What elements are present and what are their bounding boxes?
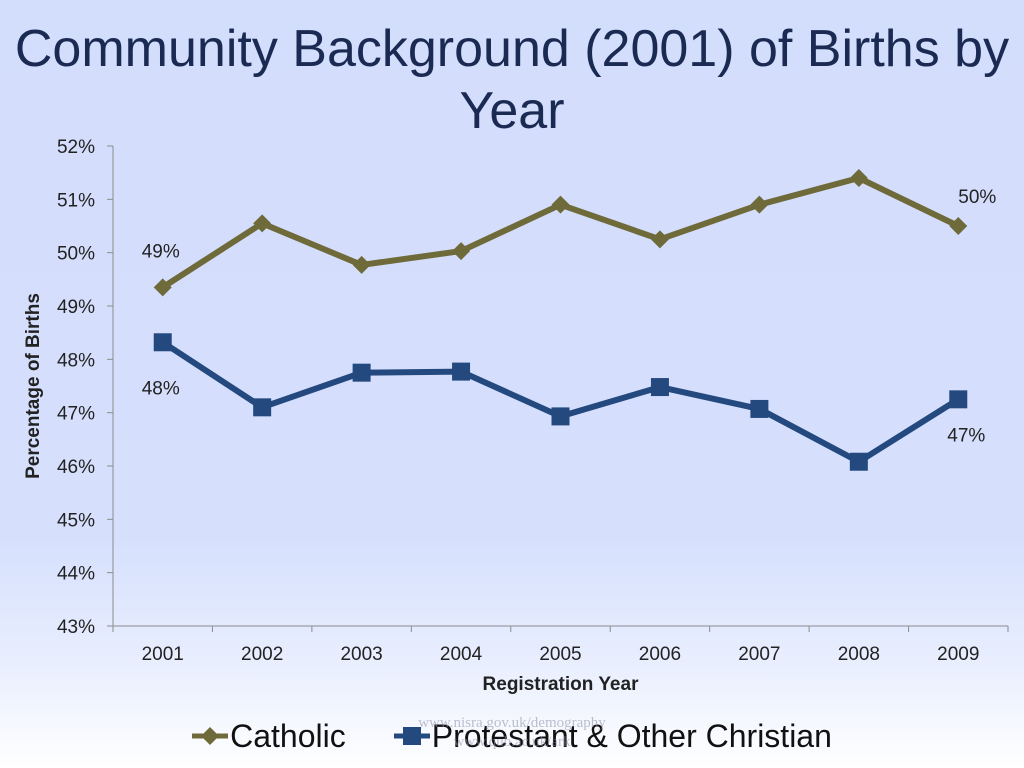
y-tick-label: 51% [57,190,95,211]
protestant-point [750,399,769,418]
catholic-point [352,255,371,274]
y-tick-label: 50% [57,244,95,265]
protestant-point [949,390,968,409]
catholic-diamond-icon [192,727,229,745]
data-label: 50% [958,187,996,208]
x-axis-title: Registration Year [483,674,640,695]
data-label: 48% [142,378,180,399]
y-tick-label: 48% [57,350,95,371]
protestant-point [253,398,272,417]
legend-item-protestant: Protestant & Other Christian [393,717,832,755]
x-tick-label: 2001 [142,644,184,665]
x-tick-label: 2009 [937,644,979,665]
y-axis-title: Percentage of Births [23,293,44,479]
y-tick-label: 46% [57,457,95,478]
legend-label-protestant: Protestant & Other Christian [431,717,832,754]
x-tick-label: 2005 [539,644,581,665]
protestant-point [153,333,172,352]
x-tick-label: 2008 [838,644,880,665]
chart-title: Community Background (2001) of Births by… [14,20,1010,140]
catholic-point [153,278,172,297]
series-line-protestant [161,339,960,465]
y-tick-label: 47% [57,404,95,425]
x-tick-label: 2007 [738,644,780,665]
catholic-point [650,230,669,249]
x-tick-label: 2003 [340,644,382,665]
protestant-point [551,407,570,426]
y-tick-label: 45% [57,510,95,531]
legend-item-catholic: Catholic [192,718,346,755]
data-label: 49% [142,241,180,262]
catholic-point [949,217,968,235]
catholic-point [551,195,570,214]
x-tick-label: 2006 [639,644,681,665]
protestant-point [352,363,371,382]
y-tick-label: 43% [57,617,95,638]
legend-label-catholic: Catholic [230,717,346,754]
protestant-square-icon [393,727,430,745]
chart-legend: Catholic Protestant & Other Christian [0,712,1024,760]
x-tick-label: 2004 [440,644,483,665]
protestant-point [849,452,868,471]
y-tick-label: 44% [57,564,95,585]
data-label: 47% [947,425,985,446]
y-tick-label: 49% [57,297,95,318]
line-chart: 43% 44% 45% 46% 47% 48% 49% 50% 51% 52% 2001 2002 20… [23,137,1009,695]
series-line-catholic [161,175,960,290]
x-tick-label: 2002 [241,644,283,665]
catholic-point [452,242,471,261]
protestant-point [452,362,471,381]
catholic-point [253,214,272,233]
y-tick-label: 52% [57,137,95,158]
catholic-point [750,195,769,214]
protestant-point [650,378,669,397]
catholic-point [849,169,868,187]
